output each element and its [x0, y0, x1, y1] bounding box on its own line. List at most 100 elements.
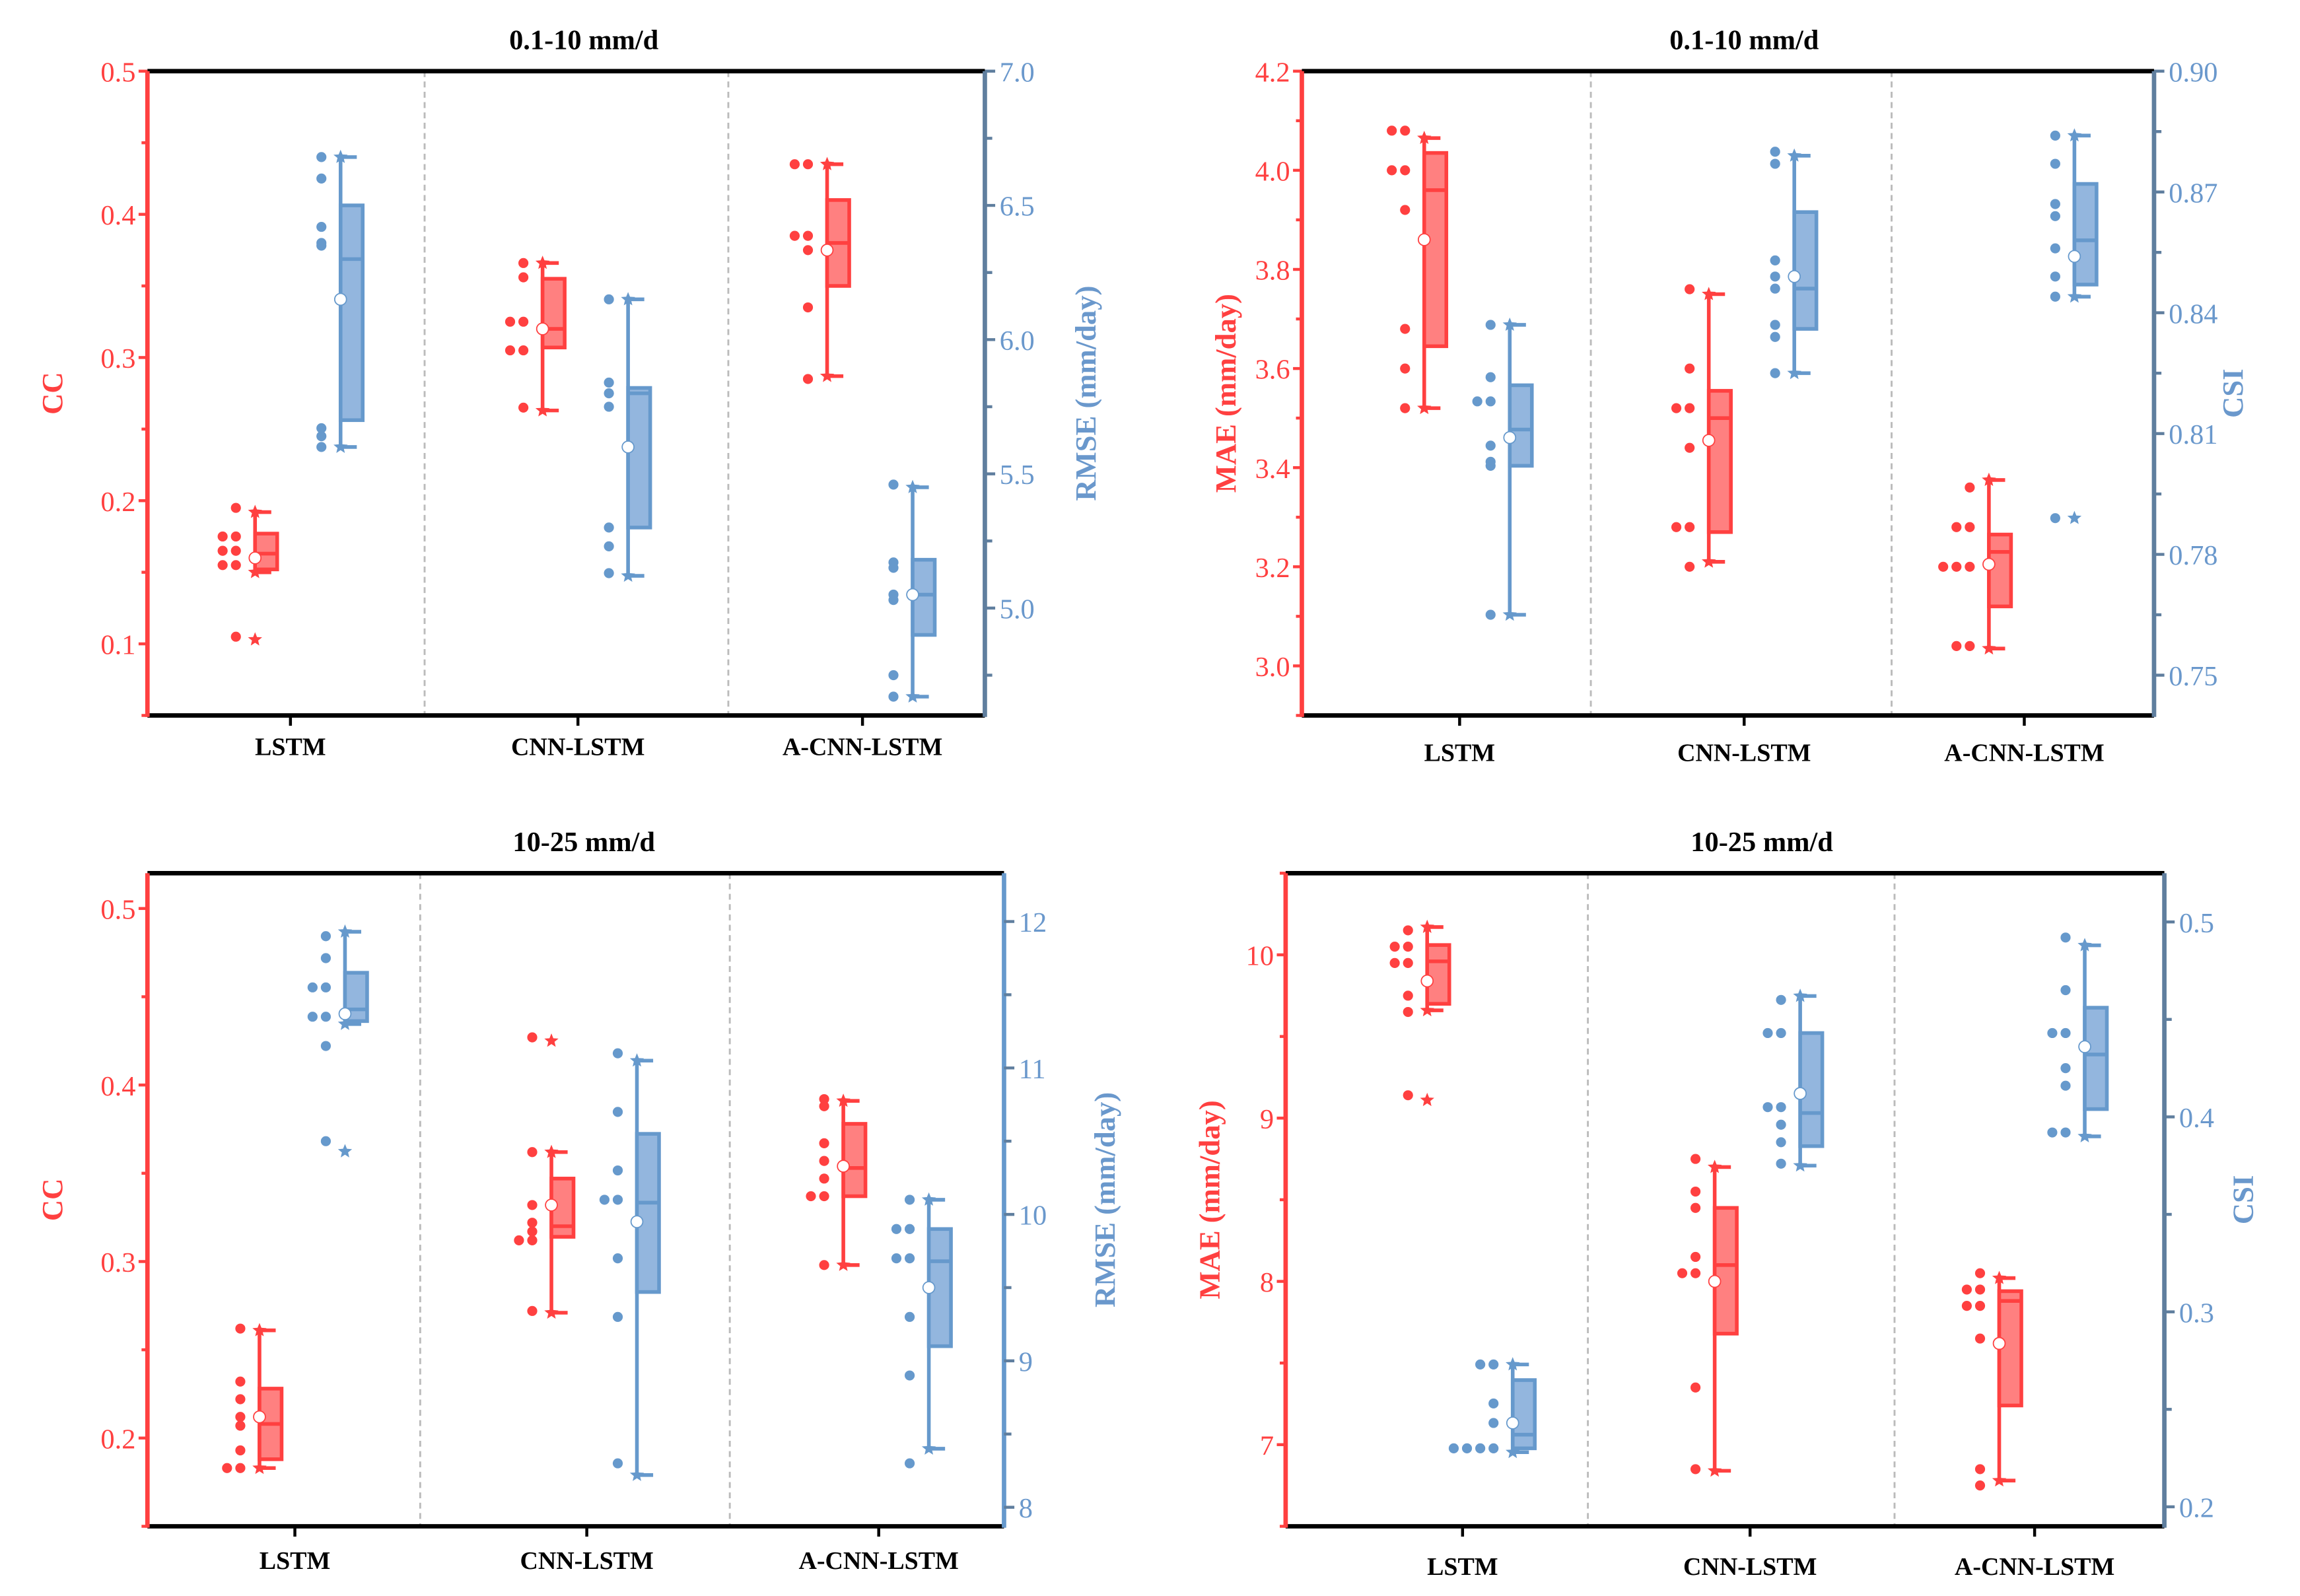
data-point: [1690, 1154, 1701, 1164]
data-point: [1690, 1186, 1701, 1197]
right-box-cnn-lstm: [599, 1048, 661, 1481]
panel-4: 10-25 mm/d 7 8 9 10 0.2 0.3 0.4 0.5 MAE (mm/day) C…: [1193, 827, 2259, 1581]
data-point: [1485, 372, 1496, 382]
data-point: [1690, 1382, 1701, 1393]
iqr-box: [2072, 182, 2099, 287]
data-point: [604, 377, 614, 388]
min-star: [629, 1467, 645, 1481]
data-point: [1485, 460, 1496, 471]
data-point: [2060, 985, 2071, 996]
left-tick-label: 3.0: [1255, 652, 1290, 683]
category-label: CNN-LSTM: [511, 734, 645, 761]
data-point: [819, 1191, 829, 1202]
data-point: [1770, 271, 1780, 282]
min-star: [1707, 1463, 1722, 1477]
iqr-box: [253, 532, 279, 572]
data-point: [1961, 1284, 1972, 1295]
data-point: [1488, 1443, 1499, 1453]
chart-title: 0.1-10 mm/d: [1669, 24, 1819, 55]
left-box-cnn-lstm: [505, 256, 567, 417]
category-label: CNN-LSTM: [1677, 740, 1811, 767]
right-box-cnn-lstm: [1762, 989, 1825, 1172]
right-axis-title: RMSE (mm/day): [1069, 286, 1102, 501]
max-star: [1701, 287, 1716, 300]
min-star: [1787, 365, 1801, 380]
data-point: [1938, 561, 1949, 572]
data-point: [904, 1253, 915, 1264]
data-point: [1965, 482, 1975, 493]
right-tick-label: 0.75: [2169, 661, 2217, 692]
data-point: [1400, 205, 1411, 215]
data-point: [789, 230, 800, 241]
mean-marker: [922, 1281, 936, 1294]
data-point: [527, 1235, 538, 1245]
category-label: LSTM: [260, 1547, 331, 1575]
left-axis-title: MAE (mm/day): [1209, 294, 1242, 493]
data-point: [1690, 1251, 1701, 1263]
data-point: [230, 631, 241, 642]
right-tick-label: 12: [1019, 907, 1047, 938]
data-point: [1776, 994, 1786, 1005]
left-tick-label: 3.6: [1255, 355, 1290, 386]
left-tick-label: 0.4: [100, 1071, 135, 1102]
category-label: A-CNN-LSTM: [783, 734, 942, 761]
left-box-lstm: [1389, 919, 1451, 1107]
mean-marker: [338, 1007, 352, 1021]
data-point: [1389, 957, 1400, 968]
data-point: [1403, 1006, 1413, 1018]
data-point: [230, 503, 241, 513]
min-star: [621, 568, 635, 582]
data-point: [2050, 243, 2060, 254]
data-point: [1403, 1090, 1413, 1101]
data-point: [1685, 561, 1695, 572]
right-box-a-cnn-lstm: [2050, 128, 2099, 524]
left-tick-label: 3.2: [1255, 553, 1290, 584]
data-point: [518, 258, 529, 268]
data-point: [888, 691, 899, 702]
right-box-lstm: [307, 924, 369, 1158]
mean-marker: [1794, 1087, 1807, 1100]
data-point: [1403, 925, 1413, 936]
data-point: [1974, 1333, 1986, 1344]
max-star: [819, 156, 835, 170]
chart-title: 0.1-10 mm/d: [509, 24, 659, 55]
data-point: [1685, 442, 1695, 453]
data-point: [802, 302, 814, 313]
right-tick-label: 0.78: [2169, 540, 2217, 571]
data-point: [2047, 1027, 2058, 1039]
min-star: [836, 1257, 851, 1271]
data-point: [316, 431, 327, 442]
data-point: [1776, 1102, 1786, 1113]
data-point: [1472, 396, 1482, 407]
left-box-lstm: [222, 1323, 284, 1475]
data-point: [1776, 1137, 1786, 1148]
data-point: [1475, 1443, 1486, 1453]
data-point: [604, 568, 614, 578]
right-tick-label: 6.5: [1000, 191, 1035, 223]
data-point: [2050, 199, 2060, 209]
chart-title: 10-25 mm/d: [512, 827, 655, 858]
data-point: [819, 1101, 829, 1111]
data-point: [2060, 1127, 2071, 1138]
max-star: [1787, 148, 1801, 162]
min-star: [248, 565, 262, 578]
data-point: [891, 1224, 902, 1234]
right-box-lstm: [1448, 1357, 1537, 1459]
max-star: [1502, 317, 1517, 331]
mean-marker: [2078, 1040, 2091, 1053]
mean-marker: [1788, 269, 1801, 283]
right-tick-label: 5.5: [1000, 460, 1035, 491]
data-point: [1488, 1418, 1499, 1428]
data-point: [1461, 1443, 1473, 1453]
category-label: LSTM: [1427, 1553, 1498, 1581]
right-box-a-cnn-lstm: [888, 479, 937, 703]
iqr-box: [343, 971, 369, 1024]
data-point: [320, 982, 331, 992]
data-point: [320, 931, 331, 942]
data-point: [1685, 363, 1695, 374]
data-point: [1770, 147, 1780, 157]
data-point: [1677, 1268, 1688, 1278]
data-point: [1671, 403, 1682, 413]
data-point: [1387, 165, 1397, 176]
outlier-star: [2067, 510, 2082, 524]
